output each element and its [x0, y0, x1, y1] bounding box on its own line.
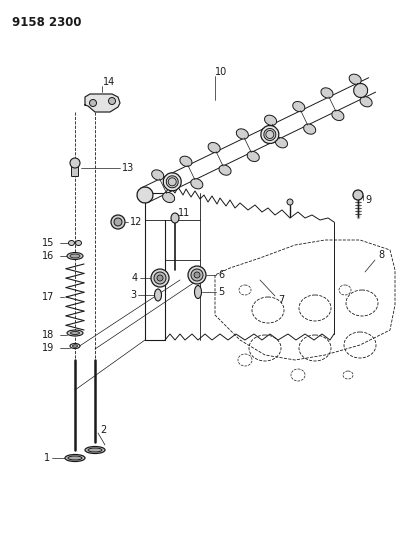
Text: 2: 2 — [100, 425, 106, 435]
Ellipse shape — [188, 266, 206, 284]
Text: 13: 13 — [122, 163, 134, 173]
Text: 14: 14 — [103, 77, 115, 87]
Text: 15: 15 — [42, 238, 54, 248]
Ellipse shape — [68, 456, 82, 460]
Text: 5: 5 — [218, 287, 224, 297]
Circle shape — [90, 100, 97, 107]
Ellipse shape — [88, 448, 102, 452]
Text: 19: 19 — [42, 343, 54, 353]
Ellipse shape — [69, 240, 74, 246]
Ellipse shape — [65, 455, 85, 462]
Text: 4: 4 — [132, 273, 138, 283]
Ellipse shape — [166, 176, 178, 188]
Text: 6: 6 — [218, 270, 224, 280]
Ellipse shape — [157, 275, 163, 281]
Ellipse shape — [191, 269, 203, 281]
Text: 9158 2300: 9158 2300 — [12, 15, 81, 28]
Ellipse shape — [332, 110, 344, 120]
Text: 16: 16 — [42, 251, 54, 261]
Ellipse shape — [349, 74, 361, 84]
Text: 11: 11 — [178, 208, 190, 218]
Ellipse shape — [194, 272, 200, 278]
Ellipse shape — [261, 125, 279, 143]
Ellipse shape — [137, 187, 153, 203]
Ellipse shape — [194, 286, 201, 298]
Text: 3: 3 — [130, 290, 136, 300]
Ellipse shape — [71, 332, 79, 335]
Text: 8: 8 — [378, 250, 384, 260]
Ellipse shape — [304, 124, 316, 134]
Circle shape — [111, 215, 125, 229]
Polygon shape — [85, 94, 120, 112]
Ellipse shape — [163, 192, 175, 203]
Ellipse shape — [154, 272, 166, 284]
Ellipse shape — [152, 170, 164, 180]
Circle shape — [287, 199, 293, 205]
Ellipse shape — [67, 330, 83, 336]
Ellipse shape — [76, 240, 81, 246]
Ellipse shape — [72, 345, 78, 348]
Text: 1: 1 — [44, 453, 50, 463]
Ellipse shape — [321, 88, 333, 98]
Ellipse shape — [208, 142, 220, 153]
Ellipse shape — [67, 253, 83, 260]
Ellipse shape — [236, 129, 248, 139]
Ellipse shape — [191, 179, 203, 189]
Ellipse shape — [275, 138, 288, 148]
Ellipse shape — [70, 254, 80, 258]
Ellipse shape — [360, 96, 372, 107]
Ellipse shape — [293, 101, 305, 112]
Text: 7: 7 — [278, 295, 284, 305]
FancyBboxPatch shape — [72, 166, 79, 176]
Ellipse shape — [265, 115, 277, 125]
Text: 12: 12 — [130, 217, 142, 227]
Ellipse shape — [163, 173, 181, 191]
Text: 18: 18 — [42, 330, 54, 340]
Ellipse shape — [219, 165, 231, 175]
Ellipse shape — [85, 447, 105, 454]
Ellipse shape — [171, 213, 179, 223]
Ellipse shape — [247, 151, 259, 161]
Ellipse shape — [151, 269, 169, 287]
Ellipse shape — [155, 289, 162, 301]
Circle shape — [109, 98, 115, 104]
Circle shape — [114, 218, 122, 226]
Ellipse shape — [180, 156, 192, 166]
Ellipse shape — [264, 128, 276, 141]
Text: 10: 10 — [215, 67, 227, 77]
Text: 17: 17 — [42, 292, 54, 302]
Text: 9: 9 — [365, 195, 371, 205]
Circle shape — [353, 190, 363, 200]
Circle shape — [70, 158, 80, 168]
Ellipse shape — [70, 343, 80, 349]
Ellipse shape — [353, 84, 368, 98]
